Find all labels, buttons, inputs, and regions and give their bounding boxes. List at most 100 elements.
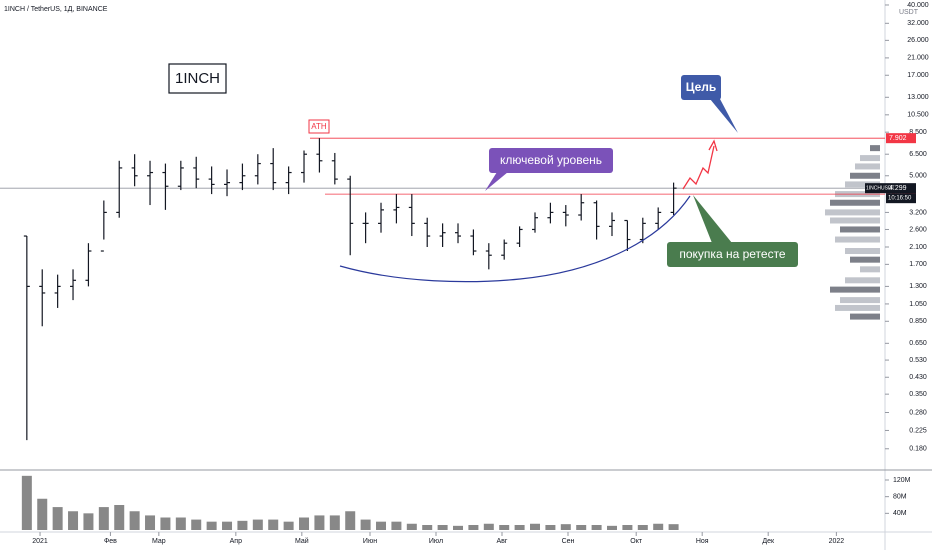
key-level-box [489,148,613,173]
ath-label: ATH [311,122,327,131]
volume-profile-bar [840,297,880,304]
x-tick-label: Май [295,537,309,545]
volume-bar [360,519,371,530]
y-tick-label: 26.000 [907,37,929,44]
volume-profile-bar [825,209,880,216]
volume-bar [68,511,79,530]
volume-bar [299,517,310,530]
volume-bar [668,524,679,530]
y-tick-label: 1.050 [909,301,927,308]
price-line-box [886,183,916,194]
volume-bar [560,524,571,530]
volume-bar [622,525,633,530]
volume-bar [637,525,648,530]
buy-label: покупка на ретесте [679,247,786,261]
volume-bar [376,521,387,530]
volume-profile-bar [850,313,880,320]
symbol-label: 1INCHUSDT [866,185,895,191]
volume-bar [52,507,63,530]
volume-bar [37,498,48,530]
volume-bar [175,517,186,530]
y-tick-label: 1.300 [909,283,927,290]
y-tick-label: 0.280 [909,409,927,416]
volume-bar [422,525,433,530]
volume-bar [114,505,125,530]
volume-bar [345,511,356,530]
volume-profile-bar [835,304,880,311]
price-line-label: 4.299 [889,185,907,192]
volume-profile-bar [855,163,880,170]
volume-bar [83,513,94,530]
y-tick-label: 1.700 [909,261,927,268]
y-tick-label: 0.180 [909,446,927,453]
x-tick-label: Окт [630,538,643,545]
y-tick-label: 5.000 [909,173,927,180]
volume-profile-bar [845,248,880,255]
volume-profile-bar [840,226,880,233]
y-tick-label: 3.200 [909,209,927,216]
x-tick-label: Ноя [696,538,709,545]
volume-bar [160,517,171,530]
y-tick-label: 21.000 [907,55,929,62]
volume-bar [222,521,233,530]
target-label: Цель [686,80,717,94]
volume-bar [237,520,248,530]
x-tick-label: Дек [762,538,775,545]
volume-profile-bar [860,266,880,273]
y-tick-label: 2.100 [909,244,927,251]
key-level-label: ключевой уровень [500,153,602,167]
volume-bar [514,525,525,530]
volume-bar [329,515,340,530]
volume-bar [591,525,602,530]
volume-profile-bar [860,155,880,162]
volume-bar [545,525,556,530]
price-line-box [886,133,916,144]
y-tick-label: 2.600 [909,226,927,233]
y-tick-label: 0.225 [909,427,927,434]
volume-profile-bar [850,172,880,179]
volume-bar [129,511,140,530]
x-tick-label: Фев [104,538,117,545]
volume-profile-bar [845,277,880,284]
ticker-box [168,63,227,94]
volume-bar [653,523,664,530]
y-tick-label: 10.500 [907,112,929,119]
volume-bar [606,525,617,530]
x-tick-label: Сен [562,538,575,545]
y-tick-label: 8.500 [909,129,927,136]
y-tick-label: 17.000 [907,72,929,79]
volume-bar [437,525,448,530]
y-tick-label: 0.350 [909,391,927,398]
volume-bar [468,525,479,530]
volume-profile-bar [850,256,880,263]
volume-bar [252,519,263,530]
x-tick-label: 2022 [829,538,845,545]
volume-bar [499,525,510,530]
volume-bar [268,519,279,530]
ticker-label: 1INCH [175,70,220,87]
y-tick-label: 0.530 [909,357,927,364]
volume-bar [406,523,417,530]
x-tick-label: Мар [152,538,166,545]
buy-box [667,242,798,267]
volume-bar [314,515,325,530]
volume-bar [145,515,156,530]
price-line-label: 7.902 [889,135,907,142]
volume-profile-bar [870,145,880,152]
volume-profile-bar [830,217,880,224]
volume-bar [191,519,202,530]
target-pointer [710,99,738,133]
y-tick-label: 13.000 [907,94,929,101]
target-path [682,145,715,190]
y-tick-label: 40.000 [907,2,929,9]
symbol-box [865,183,886,194]
y-tick-label: 0.650 [909,340,927,347]
arrow-head [708,139,718,152]
volume-bar [483,523,494,530]
x-tick-label: Июн [363,538,377,545]
x-tick-label: Авг [497,538,508,545]
x-tick-label: 2021 [32,538,48,545]
chart-title: 1INCH / TetherUS, 1Д, BINANCE [4,6,108,13]
